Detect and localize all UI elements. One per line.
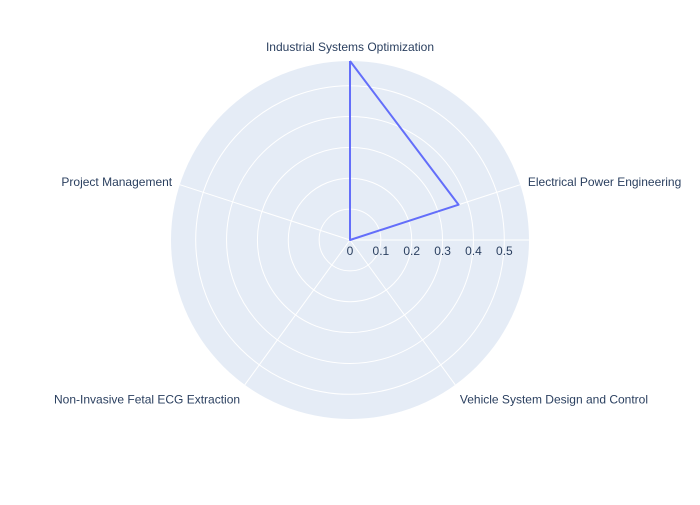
radial-tick-label: 0.5 [496,244,513,258]
category-label: Non-Invasive Fetal ECG Extraction [54,392,240,406]
category-label: Project Management [61,175,172,189]
radial-tick-label: 0 [347,244,354,258]
radial-tick-label: 0.3 [434,244,451,258]
category-label: Vehicle System Design and Control [460,392,648,406]
radial-tick-label: 0.2 [403,244,420,258]
radial-tick-label: 0.4 [465,244,482,258]
category-label: Industrial Systems Optimization [266,40,434,54]
category-label: Electrical Power Engineering [528,175,681,189]
radial-tick-label: 0.1 [373,244,390,258]
